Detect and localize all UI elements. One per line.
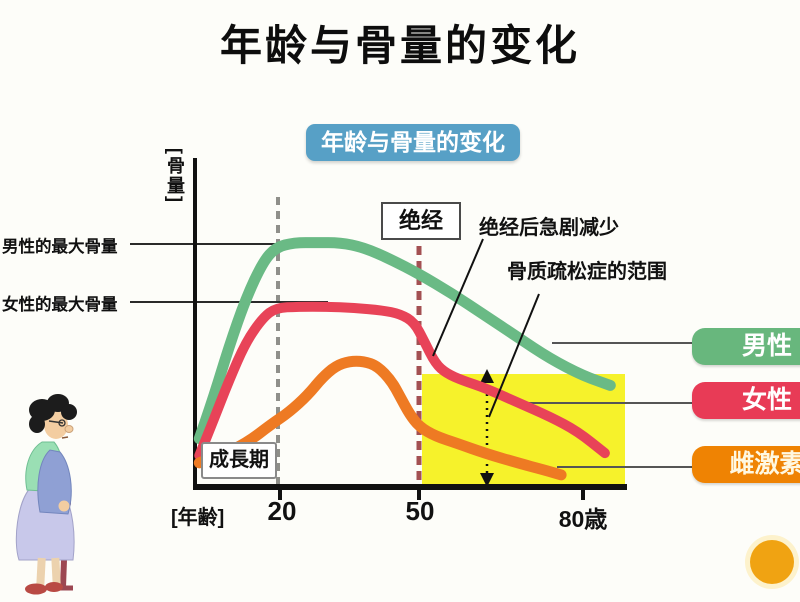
peak-reference-lines	[130, 243, 330, 303]
woman-body	[15, 441, 75, 595]
leg-right	[51, 557, 61, 585]
male-peak-label: 男性的最大骨量	[2, 238, 118, 256]
x-tick-label-80: 80歳	[558, 506, 608, 532]
menopause-boxed-label: 绝经	[381, 202, 461, 240]
range-arrow-down-head	[480, 473, 494, 487]
hand	[58, 500, 70, 512]
legend-badge-female: 女性	[692, 382, 800, 419]
page-title: 年龄与骨量的变化	[219, 21, 580, 70]
arm	[47, 456, 65, 503]
x-tick-label-50: 50	[405, 496, 435, 526]
curve-女性	[194, 301, 610, 461]
legend-badge-estrogen: 雌激素	[692, 446, 800, 483]
nose	[64, 425, 74, 433]
annotation-callout-lines	[432, 238, 540, 418]
x-tick-50	[417, 490, 421, 500]
female-peak-label: 女性的最大骨量	[2, 296, 118, 314]
elderly-woman-illustration	[15, 394, 77, 595]
rapid-decrease-annotation: 绝经后急剧减少	[479, 217, 619, 239]
orange-dot	[750, 540, 794, 584]
osteoporosis-callout-line	[488, 293, 540, 418]
leg-left	[36, 557, 46, 587]
x-tick-20	[278, 490, 282, 500]
data-curves	[193, 237, 616, 481]
range-arrow-up-head	[480, 369, 494, 383]
shoe-left	[25, 583, 47, 595]
curve-男性	[193, 237, 616, 445]
x-axis-label: [年齢]	[171, 507, 225, 529]
mouth	[61, 436, 69, 439]
x-tick-80	[581, 490, 585, 500]
range-double-arrow	[480, 369, 494, 487]
chart-title-badge: 年龄与骨量的变化	[306, 124, 520, 161]
woman-head	[29, 394, 77, 439]
shoe-right	[45, 582, 63, 592]
growth-period-boxed-label: 成長期	[201, 442, 277, 479]
x-tick-label-20: 20	[267, 496, 297, 526]
axes	[193, 158, 627, 500]
curve-雌激素	[193, 355, 567, 481]
osteoporosis-range-annotation: 骨质疏松症的范围	[507, 261, 667, 283]
orange-dot-decoration	[745, 535, 799, 589]
legend-badge-male: 男性	[692, 328, 800, 365]
y-axis-label: [骨量]	[165, 148, 185, 204]
glasses	[48, 420, 64, 424]
legend-connector-lines	[516, 342, 700, 468]
rapid-decrease-callout-line	[432, 238, 484, 357]
x-axis-line	[193, 484, 627, 490]
y-axis-line	[193, 158, 197, 488]
glasses-lens	[58, 419, 66, 427]
hair-3	[61, 404, 77, 420]
hair-4	[29, 415, 45, 433]
